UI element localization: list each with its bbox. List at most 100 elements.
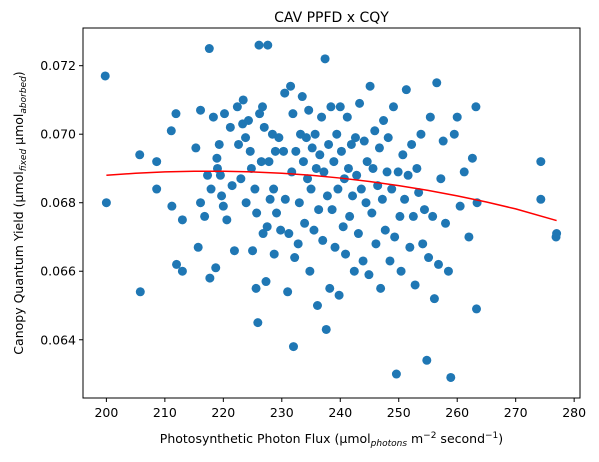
data-point xyxy=(171,109,181,119)
data-point xyxy=(338,222,348,232)
data-point xyxy=(255,109,265,119)
data-point xyxy=(172,259,182,269)
data-point xyxy=(367,208,377,218)
data-point xyxy=(365,81,375,91)
data-point xyxy=(315,150,325,160)
data-point xyxy=(352,170,362,180)
data-point xyxy=(227,181,237,191)
data-point xyxy=(441,218,451,228)
data-point xyxy=(193,242,203,252)
data-point xyxy=(319,167,329,177)
data-point xyxy=(552,229,562,239)
data-point xyxy=(167,201,177,211)
data-point xyxy=(401,85,411,95)
data-point xyxy=(259,122,269,132)
data-point xyxy=(377,194,387,204)
data-point xyxy=(245,146,255,156)
data-point xyxy=(287,167,297,177)
x-tick-label: 250 xyxy=(387,405,411,420)
data-point xyxy=(243,116,253,125)
data-point xyxy=(305,266,315,276)
data-point xyxy=(288,342,298,352)
data-point xyxy=(276,225,286,235)
y-tick-label: 0.070 xyxy=(40,127,76,142)
data-point xyxy=(300,218,310,228)
x-axis: 200 210 220 230 240 250 260 270 280 xyxy=(94,398,586,420)
data-point xyxy=(374,143,384,153)
data-point xyxy=(383,133,393,143)
data-point xyxy=(355,98,365,108)
data-point xyxy=(325,283,335,293)
data-point xyxy=(152,184,162,194)
data-point xyxy=(428,211,438,221)
data-point xyxy=(343,163,353,173)
x-tick-label: 280 xyxy=(562,405,586,420)
data-point xyxy=(251,283,261,293)
data-point xyxy=(215,170,225,180)
data-point xyxy=(368,163,378,173)
data-point xyxy=(353,229,363,239)
x-tick-label: 200 xyxy=(94,405,118,420)
data-point xyxy=(396,266,406,276)
data-point xyxy=(536,157,546,167)
data-point xyxy=(419,205,429,215)
data-point xyxy=(177,215,187,225)
data-point xyxy=(241,198,251,208)
data-point xyxy=(324,139,334,149)
data-point xyxy=(211,263,221,273)
y-axis: 0.064 0.066 0.068 0.070 0.072 xyxy=(40,58,83,347)
data-point xyxy=(286,81,296,91)
data-point xyxy=(297,92,307,102)
data-point xyxy=(222,215,232,225)
data-point xyxy=(349,266,359,276)
x-tick-label: 230 xyxy=(270,405,294,420)
data-point xyxy=(471,102,481,112)
data-point xyxy=(464,232,474,242)
data-point xyxy=(204,44,214,54)
data-point xyxy=(416,129,426,139)
data-point xyxy=(284,229,294,239)
data-point xyxy=(309,225,319,235)
data-point xyxy=(359,136,369,146)
data-point xyxy=(310,129,320,139)
data-point xyxy=(246,163,256,173)
data-point xyxy=(414,187,424,197)
y-tick-label: 0.066 xyxy=(40,264,76,279)
data-point xyxy=(314,205,324,215)
chart-title: CAV PPFD x CQY xyxy=(274,10,389,26)
data-point xyxy=(269,249,279,259)
data-point xyxy=(261,277,271,287)
data-point xyxy=(364,270,374,280)
x-tick-label: 270 xyxy=(504,405,528,420)
data-point xyxy=(225,122,235,132)
data-point xyxy=(214,139,224,149)
data-point xyxy=(361,198,371,208)
data-point xyxy=(290,253,300,263)
data-point xyxy=(279,146,289,156)
data-point xyxy=(272,208,282,218)
data-point xyxy=(303,174,313,184)
data-point xyxy=(335,102,345,112)
data-point xyxy=(177,266,187,276)
data-point xyxy=(321,324,331,334)
data-point xyxy=(135,150,145,160)
data-point xyxy=(455,201,465,211)
data-point xyxy=(256,157,266,167)
data-point xyxy=(449,129,459,139)
data-point xyxy=(467,153,477,163)
data-point xyxy=(424,253,434,263)
data-point xyxy=(270,146,280,156)
data-point xyxy=(438,136,448,146)
data-point xyxy=(326,102,336,112)
data-point xyxy=(264,157,274,167)
data-point xyxy=(200,211,210,221)
data-point xyxy=(236,174,246,184)
data-point xyxy=(291,146,301,156)
data-point xyxy=(258,229,268,239)
data-point xyxy=(253,318,263,328)
data-point xyxy=(206,184,216,194)
points-layer xyxy=(100,40,562,382)
data-point xyxy=(208,112,218,122)
data-point xyxy=(152,157,162,167)
